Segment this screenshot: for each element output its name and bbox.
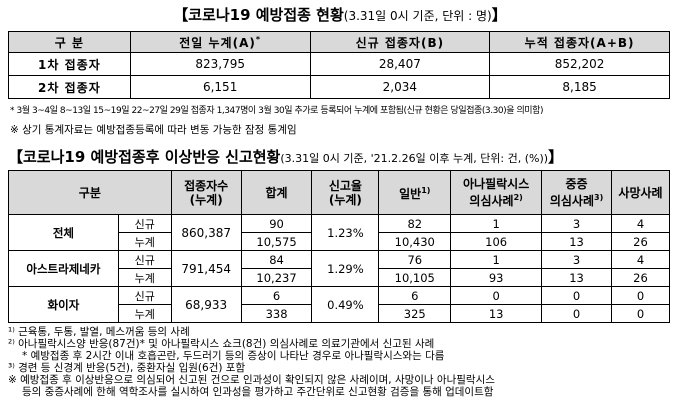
footnote: ²⁾ 아나필락시스양 반응(87건)* 및 아나필락시스 쇼크(8건) 의심사례… <box>8 338 435 350</box>
cell-total: 8,185 <box>489 75 670 99</box>
cell-report-rate: 1.23% <box>311 214 380 251</box>
table-header-row: 구분 접종자수 (누계) 합계 신고율 (누계) 일반1) 아나필락시스 의심사례2)… <box>8 170 670 215</box>
table-row: 누계 10,237 10,105 93 13 26 <box>9 268 670 287</box>
vaccination-status-table: 구 분 전일 누계(A)* 신규 접종자(B) 누적 접종자(A+B) 1차 접… <box>8 31 670 99</box>
table-header-row: 구 분 전일 누계(A)* 신규 접종자(B) 누적 접종자(A+B) <box>8 31 670 53</box>
header-category: 구 분 <box>8 31 131 53</box>
sub-label: 누계 <box>117 268 172 287</box>
header-prev-cumulative: 전일 누계(A)* <box>129 31 311 53</box>
footnote: ³⁾ 경련 등 신경계 반응(5건), 중환자실 입원(6건) 포함 <box>8 362 246 374</box>
group-label: 아스트라제네카 <box>8 250 119 287</box>
cell-severe: 13 <box>541 268 612 287</box>
cell-total: 852,202 <box>489 52 670 76</box>
cell-severe: 0 <box>541 304 612 323</box>
table-row: 누계 338 325 13 0 0 <box>9 304 670 323</box>
cell-severe: 3 <box>541 250 612 269</box>
cell-death: 4 <box>611 214 670 233</box>
footnote: ※ 예방접종 후 이상반응으로 의심되어 신고된 건으로 인과성이 확인되지 않… <box>8 374 495 386</box>
header-vaccinated: 접종자수 (누계) <box>170 170 242 215</box>
cell-new: 2,034 <box>309 75 491 99</box>
cell-anaphylaxis: 1 <box>450 214 543 233</box>
cell-severe: 0 <box>541 286 612 305</box>
sub-label: 신규 <box>117 214 172 233</box>
cell-anaphylaxis: 0 <box>450 286 543 305</box>
footnote: * 예방접종 후 2시간 이내 호흡곤란, 두드러기 등의 증상이 나타난 경우… <box>22 350 445 362</box>
cell-anaphylaxis: 13 <box>450 304 543 323</box>
header-anaphylaxis: 아나필락시스 의심사례2) <box>450 170 543 215</box>
cell-general: 10,105 <box>378 268 452 287</box>
cell-total: 84 <box>240 250 313 269</box>
header-total-vaccinated: 누적 접종자(A+B) <box>489 31 670 53</box>
schedule-note: * 3월 3~4일 8~13일 15~19일 22~27일 29일 접종자 1,… <box>10 106 544 116</box>
cell-general: 76 <box>378 250 452 269</box>
cell-anaphylaxis: 106 <box>450 232 543 251</box>
cell-total: 6 <box>240 286 313 305</box>
row-label: 1차 접종자 <box>8 52 131 76</box>
cell-severe: 3 <box>541 214 612 233</box>
group-label: 화이자 <box>8 286 119 323</box>
cell-report-rate: 1.29% <box>311 250 380 287</box>
cell-new: 28,407 <box>309 52 491 76</box>
row-label: 2차 접종자 <box>8 75 131 99</box>
sub-label: 신규 <box>117 286 172 305</box>
cell-report-rate: 0.49% <box>311 286 380 323</box>
cell-general: 82 <box>378 214 452 233</box>
cell-death: 26 <box>611 268 670 287</box>
cell-death: 0 <box>611 286 670 305</box>
cell-total: 90 <box>240 214 313 233</box>
cell-total: 338 <box>240 304 313 323</box>
header-new-vaccinated: 신규 접종자(B) <box>309 31 491 53</box>
footnote: 등의 중증사례에 한해 역학조사를 실시하여 인과성을 평가하고 주간단위로 신… <box>22 386 494 398</box>
cell-anaphylaxis: 1 <box>450 250 543 269</box>
cell-death: 4 <box>611 250 670 269</box>
sub-label: 누계 <box>117 304 172 323</box>
header-severe: 중증 의심사례3) <box>541 170 612 215</box>
cell-death: 26 <box>611 232 670 251</box>
cell-general: 6 <box>378 286 452 305</box>
cell-death: 0 <box>611 304 670 323</box>
sub-label: 누계 <box>117 232 172 251</box>
cell-general: 325 <box>378 304 452 323</box>
table-row: 2차 접종자 6,151 2,034 8,185 <box>8 75 670 99</box>
vaccination-status-title: 【코로나19 예방접종 현황(3.31일 0시 기준, 단위 : 명)】 <box>173 6 507 24</box>
adverse-reaction-table: 구분 접종자수 (누계) 합계 신고율 (누계) 일반1) 아나필락시스 의심사례2)… <box>8 170 670 323</box>
table-row: 아스트라제네카 신규 791,454 84 1.29% 76 1 3 4 <box>8 250 670 287</box>
header-report-rate: 신고율 (누계) <box>311 170 380 215</box>
stats-note: ※ 상기 통계자료는 예방접종등록에 따라 변동 가능한 잠정 통계임 <box>10 124 297 136</box>
footnotes: ¹⁾ 근육통, 두통, 발열, 메스꺼움 등의 사례 ²⁾ 아나필락시스양 반응… <box>8 326 495 398</box>
cell-vaccinated: 860,387 <box>170 214 242 251</box>
cell-prev-cumulative: 6,151 <box>129 75 311 99</box>
table-row: 화이자 신규 68,933 6 0.49% 6 0 0 0 <box>8 286 670 323</box>
cell-total: 10,237 <box>240 268 313 287</box>
cell-severe: 13 <box>541 232 612 251</box>
cell-vaccinated: 791,454 <box>170 250 242 287</box>
cell-total: 10,575 <box>240 232 313 251</box>
adverse-reaction-title: 【코로나19 예방접종후 이상반응 신고현황(3.31일 0시 기준, '21.… <box>8 148 564 166</box>
cell-anaphylaxis: 93 <box>450 268 543 287</box>
group-label: 전체 <box>8 214 119 251</box>
sub-label: 신규 <box>117 250 172 269</box>
cell-vaccinated: 68,933 <box>170 286 242 323</box>
table-row: 1차 접종자 823,795 28,407 852,202 <box>8 52 670 76</box>
header-death: 사망사례 <box>611 170 670 215</box>
header-general: 일반1) <box>378 170 452 215</box>
footnote: ¹⁾ 근육통, 두통, 발열, 메스꺼움 등의 사례 <box>8 326 190 338</box>
table-row: 누계 10,575 10,430 106 13 26 <box>9 232 670 251</box>
header-total: 합계 <box>240 170 313 215</box>
table-row: 전체 신규 860,387 90 1.23% 82 1 3 4 <box>8 214 670 251</box>
header-category: 구분 <box>8 170 172 215</box>
cell-prev-cumulative: 823,795 <box>129 52 311 76</box>
cell-general: 10,430 <box>378 232 452 251</box>
